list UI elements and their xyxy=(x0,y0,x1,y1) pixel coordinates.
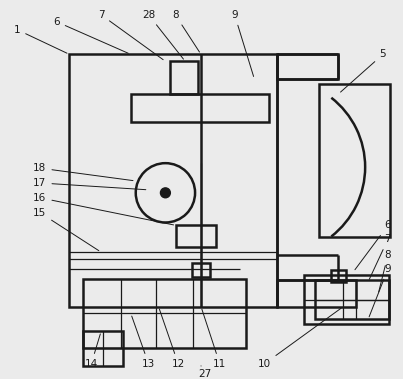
Bar xyxy=(315,280,389,319)
Bar xyxy=(83,279,247,348)
Text: 15: 15 xyxy=(33,208,99,251)
Text: 8: 8 xyxy=(172,10,199,52)
Bar xyxy=(277,280,356,307)
Text: 28: 28 xyxy=(142,10,183,59)
Text: 16: 16 xyxy=(33,193,174,225)
Bar xyxy=(304,275,389,324)
Bar xyxy=(131,94,269,122)
Text: 6: 6 xyxy=(355,221,391,270)
Bar xyxy=(83,331,123,366)
Text: 27: 27 xyxy=(198,366,212,379)
Bar xyxy=(319,84,390,237)
Bar xyxy=(277,54,339,79)
Circle shape xyxy=(160,188,170,198)
Text: 13: 13 xyxy=(132,316,155,369)
Bar xyxy=(192,263,210,277)
Text: 6: 6 xyxy=(53,17,128,53)
Text: 11: 11 xyxy=(202,309,226,369)
Text: 10: 10 xyxy=(258,308,341,369)
Bar xyxy=(330,270,346,282)
Text: 9: 9 xyxy=(231,10,253,77)
Text: 7: 7 xyxy=(98,10,163,60)
Text: 9: 9 xyxy=(369,264,391,317)
Text: 7: 7 xyxy=(369,234,391,279)
Bar xyxy=(176,226,216,247)
Text: 14: 14 xyxy=(85,334,100,369)
Text: 5: 5 xyxy=(341,49,386,92)
Text: 8: 8 xyxy=(379,250,391,292)
Text: 17: 17 xyxy=(33,178,146,190)
Text: 12: 12 xyxy=(160,309,185,369)
Bar xyxy=(69,54,277,307)
Text: 18: 18 xyxy=(33,163,133,180)
Text: 1: 1 xyxy=(14,25,67,53)
Bar xyxy=(170,61,198,94)
